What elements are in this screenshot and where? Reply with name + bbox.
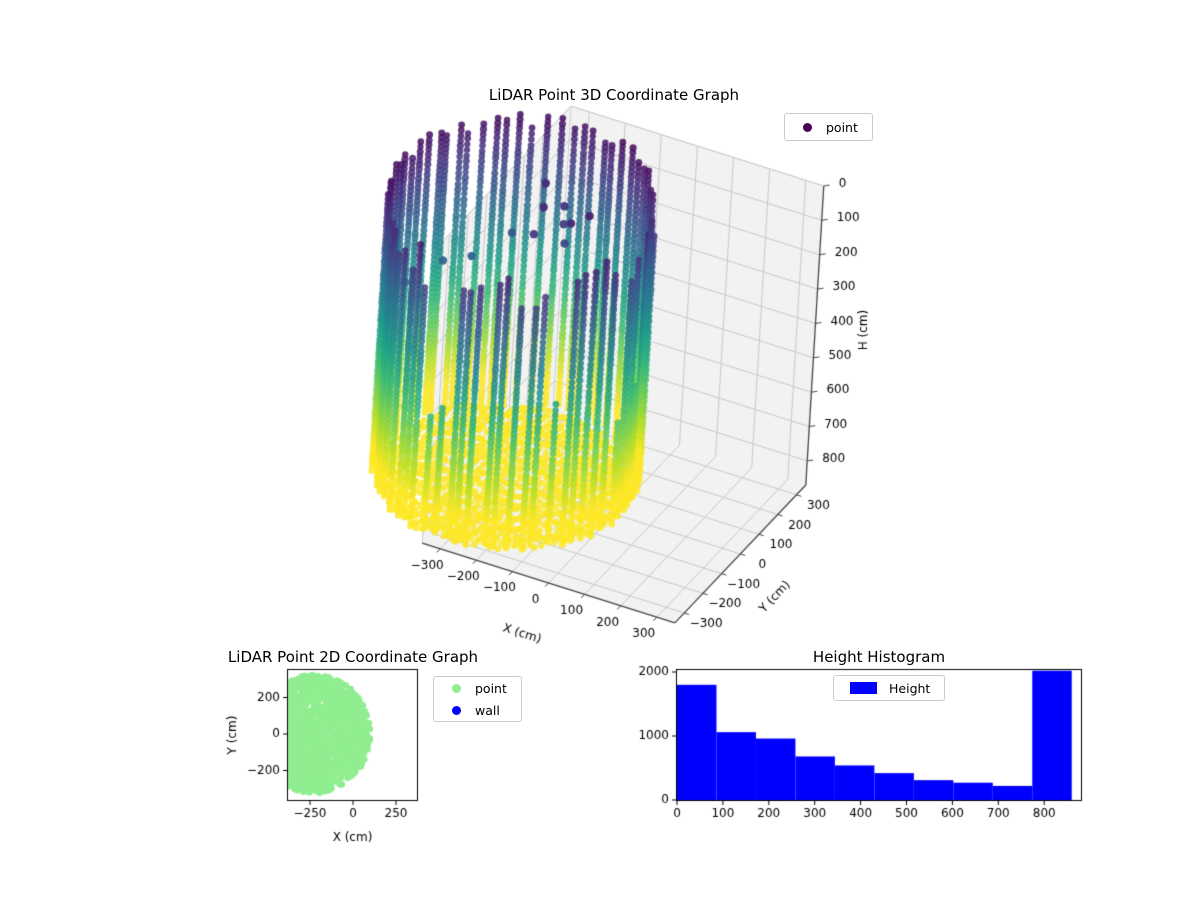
- legend-entry-height: Height: [834, 676, 944, 700]
- hist-title: Height Histogram: [812, 648, 946, 666]
- legend-label-point-2d: point: [475, 681, 507, 696]
- legend-entry-point-2d: point: [434, 677, 521, 699]
- legend-label-wall: wall: [475, 703, 500, 718]
- wall-marker-icon: [452, 706, 461, 715]
- legend-label-height: Height: [889, 680, 931, 696]
- hist-legend: Height: [833, 675, 946, 701]
- legend-entry-wall: wall: [434, 699, 521, 721]
- plot2d-legend: point wall: [433, 676, 522, 722]
- plot3d-title: LiDAR Point 3D Coordinate Graph: [488, 86, 740, 104]
- point-marker-icon: [803, 122, 812, 132]
- height-swatch-icon: [850, 682, 877, 694]
- plot3d-legend: point: [784, 113, 873, 141]
- legend-label-point: point: [826, 119, 858, 135]
- point-marker-icon: [452, 684, 461, 693]
- plot2d-title: LiDAR Point 2D Coordinate Graph: [227, 648, 479, 666]
- legend-entry-point: point: [785, 114, 872, 140]
